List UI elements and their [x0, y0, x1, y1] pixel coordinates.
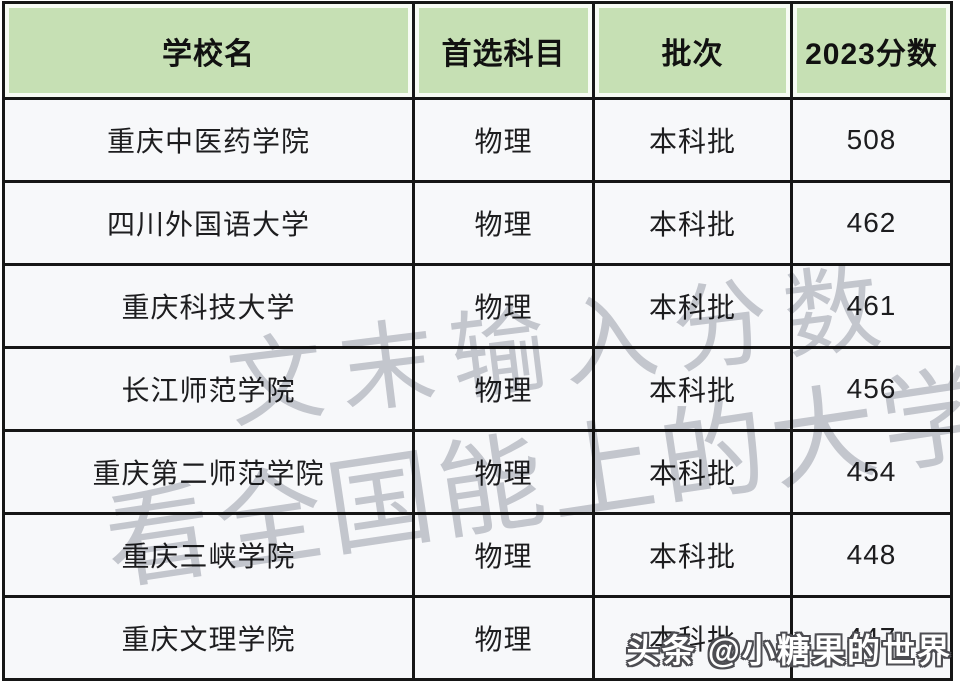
col-header-school: 学校名	[2, 1, 415, 100]
author-credit: 头条 @小糖果的世界	[626, 632, 952, 669]
subject-cell: 物理	[412, 512, 595, 598]
score-cell: 461	[790, 263, 953, 349]
batch-cell: 本科批	[592, 263, 793, 349]
table-row: 四川外国语大学 物理 本科批 462	[2, 180, 953, 266]
header-row: 学校名 首选科目 批次 2023分数	[2, 1, 953, 100]
table-row: 重庆三峡学院 物理 本科批 448	[2, 512, 953, 598]
batch-cell: 本科批	[592, 346, 793, 432]
subject-cell: 物理	[412, 595, 595, 681]
subject-cell: 物理	[412, 180, 595, 266]
school-cell: 重庆中医药学院	[2, 97, 415, 183]
score-cell: 508	[790, 97, 953, 183]
col-header-batch: 批次	[592, 1, 793, 100]
score-cell: 456	[790, 346, 953, 432]
col-header-subject: 首选科目	[412, 1, 595, 100]
subject-cell: 物理	[412, 346, 595, 432]
school-cell: 重庆文理学院	[2, 595, 415, 681]
batch-cell: 本科批	[592, 97, 793, 183]
score-cell: 447	[790, 595, 953, 681]
school-cell: 重庆三峡学院	[2, 512, 415, 598]
batch-cell: 本科批	[592, 180, 793, 266]
subject-cell: 物理	[412, 97, 595, 183]
col-header-score: 2023分数	[790, 1, 953, 100]
table-row: 重庆中医药学院 物理 本科批 508	[2, 97, 953, 183]
subject-cell: 物理	[412, 429, 595, 515]
school-cell: 长江师范学院	[2, 346, 415, 432]
school-cell: 重庆第二师范学院	[2, 429, 415, 515]
table-row: 重庆第二师范学院 物理 本科批 454	[2, 429, 953, 515]
school-cell: 四川外国语大学	[2, 180, 415, 266]
school-cell: 重庆科技大学	[2, 263, 415, 349]
table-row: 重庆文理学院 物理 本科批 447	[2, 595, 953, 681]
subject-cell: 物理	[412, 263, 595, 349]
batch-cell: 本科批	[592, 429, 793, 515]
table-row: 重庆科技大学 物理 本科批 461	[2, 263, 953, 349]
batch-cell: 本科批	[592, 512, 793, 598]
score-cell: 462	[790, 180, 953, 266]
score-cell: 454	[790, 429, 953, 515]
score-cell: 448	[790, 512, 953, 598]
batch-cell: 本科批	[592, 595, 793, 681]
table-row: 长江师范学院 物理 本科批 456	[2, 346, 953, 432]
